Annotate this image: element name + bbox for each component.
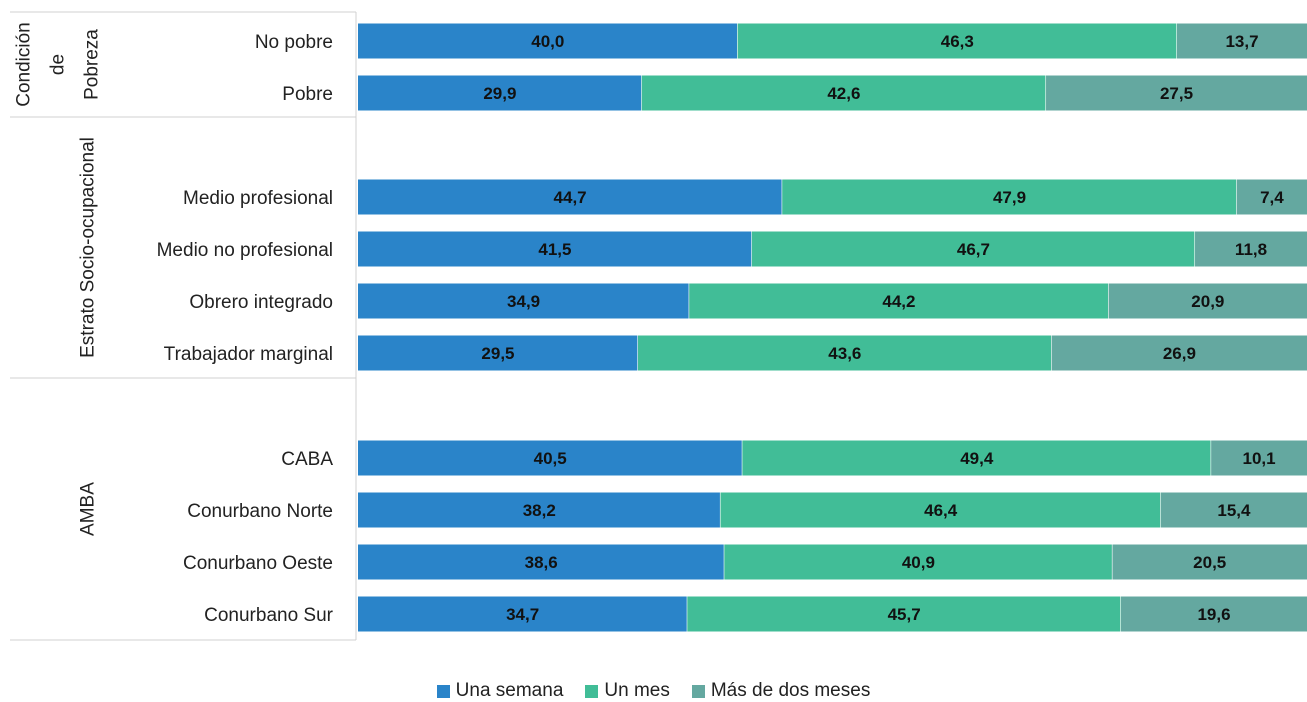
data-label: 47,9 bbox=[993, 188, 1026, 207]
data-label: 40,9 bbox=[902, 553, 935, 572]
group-label: AMBA bbox=[78, 482, 99, 536]
category-label: Pobre bbox=[282, 84, 333, 105]
data-label: 46,4 bbox=[924, 501, 958, 520]
data-label: 11,8 bbox=[1235, 240, 1267, 259]
data-label: 40,0 bbox=[531, 32, 564, 51]
category-label: Conurbano Oeste bbox=[183, 553, 333, 574]
bar-segment bbox=[358, 596, 688, 632]
data-label: 40,5 bbox=[534, 449, 567, 468]
bars-layer: 40,0 46,3 13,7 29,9 42,6 27,5 44,7 47,9 7,4 41,5 4… bbox=[358, 23, 1307, 632]
legend-label: Un mes bbox=[604, 680, 670, 701]
group-label: de bbox=[48, 54, 69, 75]
group-label: Condición bbox=[14, 22, 35, 107]
data-label: 43,6 bbox=[828, 344, 861, 363]
bar-segment bbox=[1211, 440, 1307, 476]
bar-segment bbox=[720, 492, 1161, 528]
bar-segment bbox=[358, 75, 642, 111]
category-label: No pobre bbox=[255, 32, 333, 53]
legend-label: Más de dos meses bbox=[710, 680, 871, 701]
bar-segment bbox=[1108, 283, 1307, 319]
data-label: 49,4 bbox=[960, 449, 994, 468]
bar-segment bbox=[737, 23, 1177, 59]
data-label: 27,5 bbox=[1160, 84, 1193, 103]
data-label: 19,6 bbox=[1197, 605, 1230, 624]
bar-segment bbox=[358, 179, 783, 215]
bar-segment bbox=[1236, 179, 1307, 215]
legend-swatch bbox=[691, 684, 705, 698]
data-label: 20,9 bbox=[1191, 292, 1224, 311]
bar-segment bbox=[1112, 544, 1307, 580]
bar-segment bbox=[1051, 335, 1307, 371]
data-label: 29,9 bbox=[483, 84, 516, 103]
group-label: Estrato Socio-ocupacional bbox=[78, 137, 99, 358]
data-label: 29,5 bbox=[481, 344, 514, 363]
legend-swatch bbox=[585, 684, 599, 698]
category-label: Conurbano Norte bbox=[187, 501, 333, 522]
data-label: 38,2 bbox=[523, 501, 556, 520]
legend-item: Un mes bbox=[585, 680, 670, 702]
group-label: Pobreza bbox=[82, 29, 103, 100]
category-label: Obrero integrado bbox=[189, 292, 333, 313]
bar-segment bbox=[687, 596, 1121, 632]
category-label: Conurbano Sur bbox=[204, 605, 334, 626]
bar-segment bbox=[742, 440, 1212, 476]
bar-segment bbox=[358, 283, 690, 319]
bar-segment bbox=[782, 179, 1237, 215]
category-label: Trabajador marginal bbox=[164, 344, 333, 365]
data-label: 46,7 bbox=[957, 240, 990, 259]
bar-segment bbox=[1046, 75, 1307, 111]
category-axis: No pobre Pobre Medio profesional Medio no p… bbox=[10, 11, 357, 641]
data-label: 20,5 bbox=[1193, 553, 1226, 572]
bar-segment bbox=[641, 75, 1047, 111]
bar-segment bbox=[637, 335, 1052, 371]
data-label: 45,7 bbox=[888, 605, 921, 624]
data-label: 46,3 bbox=[941, 32, 974, 51]
data-label: 15,4 bbox=[1217, 501, 1251, 520]
data-label: 10,1 bbox=[1243, 449, 1276, 468]
bar-segment bbox=[751, 231, 1196, 267]
bar-segment bbox=[358, 492, 721, 528]
stacked-bar-chart: 40,0 46,3 13,7 29,9 42,6 27,5 44,7 47,9 7,4 41,5 4… bbox=[10, 11, 1307, 641]
data-label: 13,7 bbox=[1225, 32, 1258, 51]
legend-swatch bbox=[436, 684, 450, 698]
bar-segment bbox=[724, 544, 1113, 580]
data-label: 34,9 bbox=[507, 292, 540, 311]
bar-segment bbox=[358, 335, 638, 371]
bar-segment bbox=[1176, 23, 1307, 59]
bar-segment bbox=[1120, 596, 1307, 632]
bar-segment bbox=[358, 23, 738, 59]
bar-segment bbox=[358, 440, 743, 476]
legend-label: Una semana bbox=[455, 680, 564, 701]
category-label: CABA bbox=[281, 449, 333, 470]
bar-segment bbox=[358, 231, 752, 267]
data-label: 26,9 bbox=[1163, 344, 1196, 363]
legend-item: Una semana bbox=[436, 680, 564, 702]
category-label: Medio profesional bbox=[183, 188, 333, 209]
legend-item: Más de dos meses bbox=[691, 680, 871, 702]
data-label: 7,4 bbox=[1260, 188, 1284, 207]
bar-segment bbox=[1160, 492, 1307, 528]
data-label: 44,2 bbox=[882, 292, 915, 311]
chart-legend: Una semana Un mes Más de dos meses bbox=[0, 680, 1307, 702]
bar-segment bbox=[358, 544, 725, 580]
data-label: 42,6 bbox=[827, 84, 860, 103]
bar-segment bbox=[689, 283, 1109, 319]
data-label: 34,7 bbox=[506, 605, 539, 624]
data-label: 44,7 bbox=[554, 188, 587, 207]
category-label: Medio no profesional bbox=[157, 240, 333, 261]
bar-segment bbox=[1195, 231, 1307, 267]
data-label: 38,6 bbox=[525, 553, 558, 572]
data-label: 41,5 bbox=[538, 240, 571, 259]
